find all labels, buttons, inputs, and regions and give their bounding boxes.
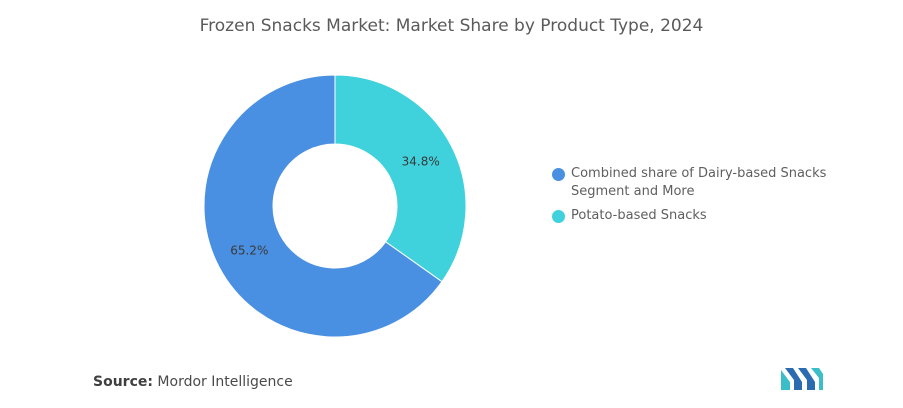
legend-marker-dairy [552, 168, 565, 181]
legend-item-dairy[interactable]: Combined share of Dairy-based Snacks Seg… [552, 165, 842, 201]
source-value: Mordor Intelligence [157, 374, 293, 390]
slice-labels: 34.8% 65.2% [230, 155, 440, 258]
legend-marker-potato [552, 210, 565, 223]
legend-label-potato: Potato-based Snacks [571, 208, 707, 223]
legend-label-dairy: Combined share of Dairy-based Snacks Seg… [571, 166, 827, 199]
chart-title: Frozen Snacks Market: Market Share by Pr… [199, 16, 704, 36]
slice-label-dairy-based: 65.2% [230, 243, 268, 257]
source-note: Source: Mordor Intelligence [93, 374, 293, 390]
slice-dairy-based[interactable] [203, 74, 443, 338]
donut-slices [203, 74, 467, 338]
slice-potato-based[interactable] [334, 74, 467, 283]
legend: Combined share of Dairy-based Snacks Seg… [552, 165, 842, 231]
mordor-intelligence-logo-icon [781, 368, 823, 390]
legend-item-potato[interactable]: Potato-based Snacks [552, 207, 842, 225]
source-label: Source: [93, 374, 153, 390]
slice-label-potato-based: 34.8% [402, 155, 440, 169]
